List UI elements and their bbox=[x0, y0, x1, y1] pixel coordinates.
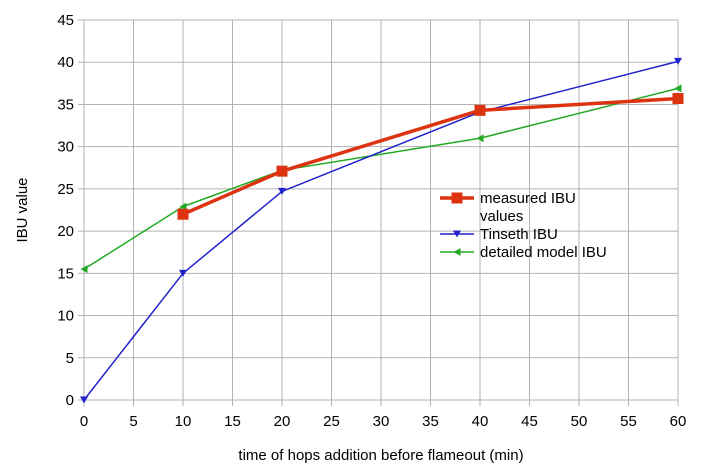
y-tick-label: 40 bbox=[57, 54, 74, 71]
x-tick-label: 30 bbox=[373, 413, 390, 430]
data-point bbox=[674, 57, 682, 65]
x-tick-label: 20 bbox=[274, 413, 291, 430]
x-tick-label: 55 bbox=[620, 413, 637, 430]
data-point bbox=[179, 202, 187, 211]
data-point bbox=[674, 84, 682, 93]
x-tick-label: 45 bbox=[521, 413, 538, 430]
data-point bbox=[80, 265, 88, 274]
legend-label: Tinseth IBU bbox=[480, 226, 558, 243]
data-point bbox=[672, 93, 684, 105]
y-tick-label: 15 bbox=[57, 265, 74, 282]
y-tick-label: 0 bbox=[66, 392, 74, 409]
legend-label: values bbox=[480, 208, 523, 225]
series-layer bbox=[80, 57, 684, 404]
axes-layer: 0 5 10 15 20 25 30 35 40 45 0 5 10 15 20 25 30 35 40 45 50 55… bbox=[57, 12, 686, 430]
data-point bbox=[179, 269, 187, 277]
x-axis-title: time of hops addition before flameout (m… bbox=[238, 447, 523, 464]
y-tick-label: 35 bbox=[57, 96, 74, 113]
x-tick-label: 10 bbox=[175, 413, 192, 430]
y-tick-label: 10 bbox=[57, 308, 74, 325]
x-tick-label: 50 bbox=[571, 413, 588, 430]
data-point bbox=[278, 187, 286, 195]
grid-layer bbox=[83, 19, 679, 401]
legend-entry: Tinseth IBU bbox=[440, 226, 558, 243]
data-point bbox=[476, 134, 484, 143]
x-tick-label: 15 bbox=[224, 413, 241, 430]
y-tick-label: 25 bbox=[57, 181, 74, 198]
legend-label: measured IBU bbox=[480, 190, 576, 207]
x-tick-label: 0 bbox=[80, 413, 88, 430]
data-point bbox=[474, 104, 486, 116]
y-tick-label: 30 bbox=[57, 139, 74, 156]
legend-entry: detailed model IBU bbox=[440, 244, 607, 261]
series-measured-ibu-values bbox=[177, 93, 684, 220]
x-tick-label: 60 bbox=[670, 413, 687, 430]
plot-frame bbox=[83, 19, 679, 401]
series-line bbox=[182, 96, 679, 216]
x-tick-label: 25 bbox=[323, 413, 340, 430]
data-point bbox=[80, 396, 88, 404]
x-tick-label: 40 bbox=[472, 413, 489, 430]
y-axis-title: IBU value bbox=[14, 177, 31, 242]
y-tick-label: 20 bbox=[57, 223, 74, 240]
y-tick-label: 5 bbox=[66, 350, 74, 367]
legend-swatch-marker bbox=[451, 192, 463, 204]
legend-swatch-marker bbox=[453, 248, 461, 256]
legend-label: detailed model IBU bbox=[480, 244, 607, 261]
y-tick-label: 45 bbox=[57, 12, 74, 29]
legend-swatch-marker bbox=[453, 230, 461, 238]
data-point bbox=[276, 165, 288, 177]
x-tick-label: 5 bbox=[129, 413, 137, 430]
data-point bbox=[177, 208, 189, 220]
x-tick-label: 35 bbox=[422, 413, 439, 430]
